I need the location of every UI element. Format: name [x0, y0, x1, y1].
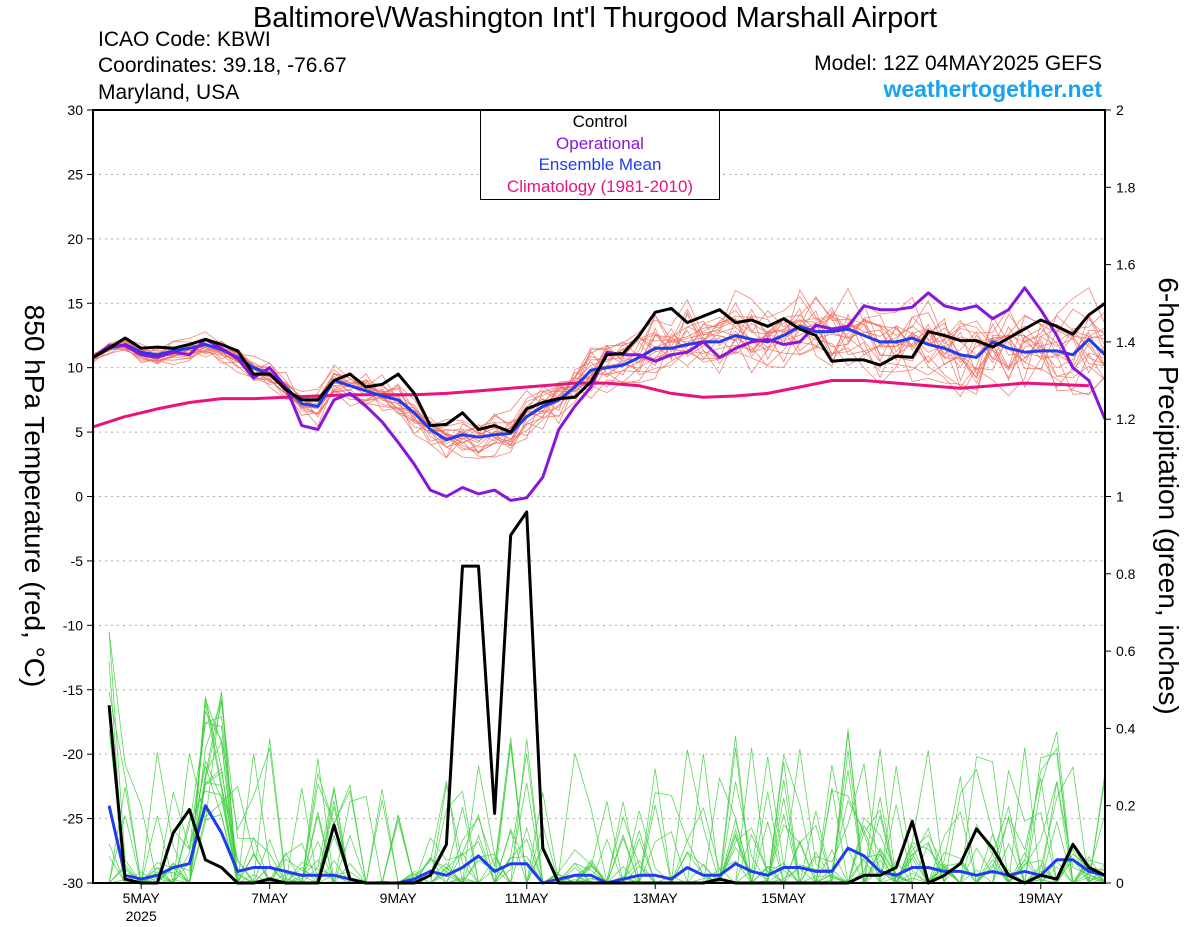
- y-axis-left-label: 850 hPa Temperature (red, °C): [19, 304, 50, 688]
- y-left-tick-label: 30: [67, 102, 83, 118]
- y-left-tick-label: 20: [67, 231, 83, 247]
- y-right-tick-label: 1: [1116, 489, 1124, 505]
- temperature-member-line: [92, 315, 1106, 442]
- y-right-tick-label: 1.6: [1116, 257, 1136, 273]
- precipitation-member-line: [108, 703, 1106, 884]
- x-tick-label: 11MAY: [505, 890, 549, 906]
- temperature-member-line: [92, 302, 1106, 446]
- x-tick-label: 13MAY: [633, 890, 679, 906]
- x-tick-label: 19MAY: [1018, 890, 1064, 906]
- temperature-member-line: [92, 313, 1106, 435]
- x-tick-label: 9MAY: [380, 890, 418, 906]
- temperature-member-line: [92, 288, 1106, 443]
- x-tick-label: 17MAY: [890, 890, 936, 906]
- precipitation-member-line: [109, 702, 1106, 884]
- y-left-tick-label: 5: [75, 424, 83, 440]
- y-right-tick-label: 0.4: [1116, 720, 1136, 736]
- x-year-label: 2025: [126, 908, 157, 924]
- y-right-tick-label: 1.2: [1116, 411, 1136, 427]
- grid-lines: [93, 173, 1105, 820]
- y-left-tick-label: -25: [63, 811, 83, 827]
- y-right-tick-label: 0.2: [1116, 798, 1136, 814]
- y-left-tick-label: -15: [63, 682, 83, 698]
- y-axis-right-label: 6-hour Precipitation (green, inches): [1153, 277, 1184, 715]
- y-left-tick-label: -5: [71, 553, 84, 569]
- precipitation-ensemble-members: [108, 631, 1106, 885]
- y-right-tick-label: 0.6: [1116, 643, 1136, 659]
- legend-climatology: Climatology (1981-2010): [506, 176, 694, 196]
- precipitation-member-line: [108, 740, 1106, 884]
- precip-control-line: [107, 510, 1106, 885]
- main-series: [92, 286, 1107, 885]
- precipitation-member-line: [108, 661, 1106, 885]
- y-left-tick-label: -20: [63, 746, 83, 762]
- precipitation-member-line: [108, 710, 1106, 884]
- icao-code: ICAO Code: KBWI: [98, 28, 271, 51]
- legend-control: Control: [572, 112, 628, 131]
- legend-ensemble-mean: Ensemble Mean: [538, 155, 662, 174]
- y-right-tick-label: 1.4: [1116, 334, 1136, 350]
- temp-control-line: [92, 302, 1106, 434]
- y-left-tick-label: -10: [63, 617, 83, 633]
- y-left-tick-label: -30: [63, 875, 83, 891]
- precipitation-member-line: [109, 735, 1106, 884]
- site-link[interactable]: weathertogether.net: [883, 76, 1102, 102]
- precipitation-member-line: [108, 631, 1106, 885]
- temperature-member-line: [92, 310, 1106, 444]
- temp-operational-line: [92, 286, 1107, 502]
- legend-operational: Operational: [556, 133, 644, 153]
- y-left-tick-label: 0: [75, 489, 83, 505]
- y-left-tick-label: 10: [67, 360, 83, 376]
- x-tick-label: 5MAY: [123, 890, 161, 906]
- legend: Control Operational Ensemble Mean Climat…: [480, 110, 720, 200]
- temperature-member-line: [92, 309, 1106, 444]
- x-tick-label: 15MAY: [761, 890, 807, 906]
- x-tick-label: 7MAY: [251, 890, 289, 906]
- model-run: Model: 12Z 04MAY2025 GEFS: [814, 52, 1102, 75]
- precip-ensemble-mean-line: [107, 804, 1106, 885]
- y-left-tick-label: 15: [67, 295, 83, 311]
- y-right-tick-label: 0: [1116, 875, 1124, 891]
- coordinates: Coordinates: 39.18, -76.67: [98, 54, 347, 77]
- y-right-tick-label: 0.8: [1116, 566, 1136, 582]
- y-right-tick-label: 1.8: [1116, 179, 1136, 195]
- y-left-tick-label: 25: [67, 166, 83, 182]
- region: Maryland, USA: [98, 81, 240, 104]
- precipitation-member-line: [108, 631, 1106, 884]
- precipitation-member-line: [109, 698, 1105, 885]
- page-title: Baltimore\/Washington Int'l Thurgood Mar…: [252, 2, 938, 34]
- y-right-tick-label: 2: [1116, 102, 1124, 118]
- axes: 302520151050-5-10-15-20-25-3021.81.61.41…: [63, 102, 1136, 924]
